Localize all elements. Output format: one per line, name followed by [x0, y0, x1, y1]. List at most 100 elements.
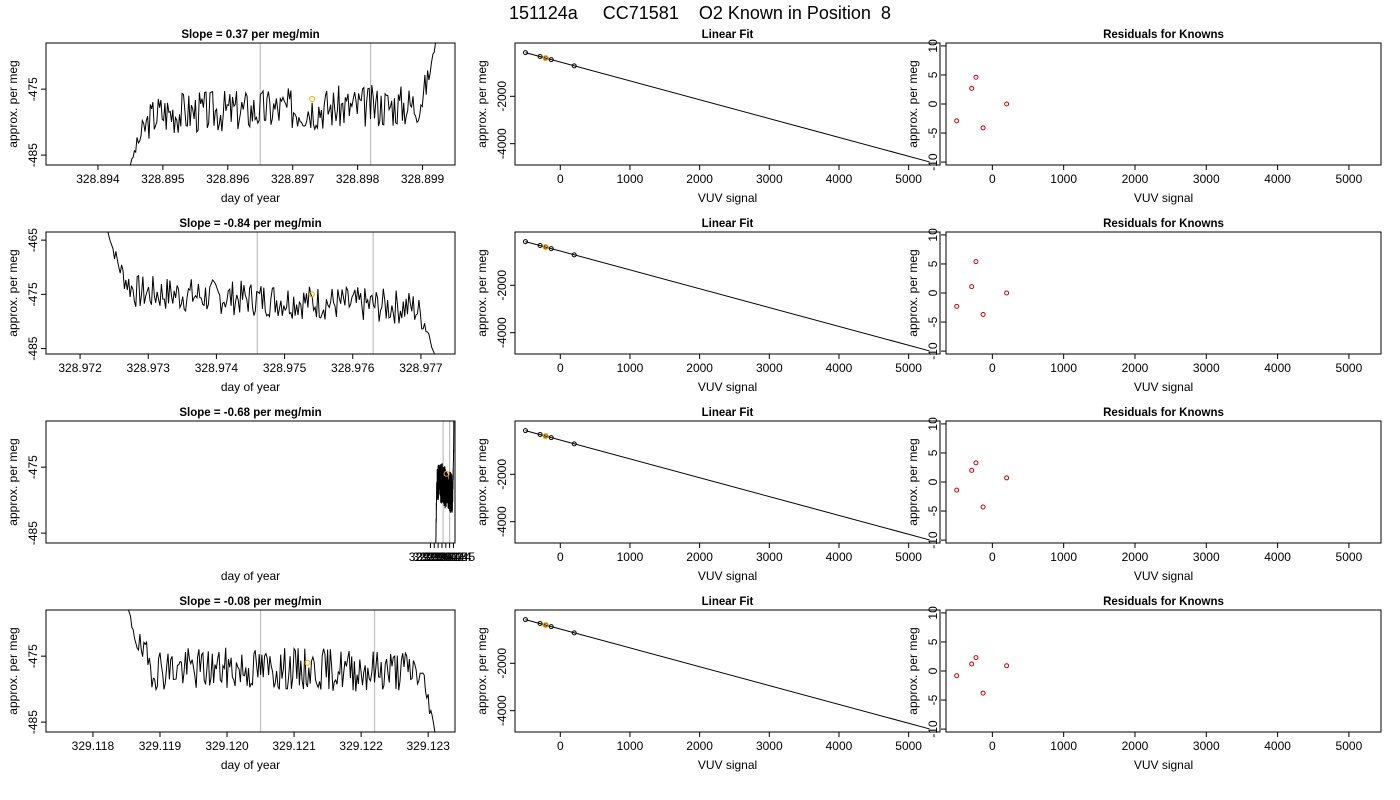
x-tick-label: 0: [557, 550, 564, 564]
x-tick-label: 1000: [617, 739, 644, 753]
highlight-point: [443, 470, 450, 477]
panel-title: Slope = -0.08 per meg/min: [179, 596, 321, 608]
x-tick-label: 3000: [756, 739, 783, 753]
x-tick-label: 1000: [1050, 550, 1077, 564]
plot-frame: [945, 231, 1382, 355]
plot-frame: [945, 609, 1382, 733]
data-point: [973, 259, 979, 265]
x-axis-label: day of year: [221, 569, 280, 583]
highlight-point: [542, 621, 549, 629]
plot-frame: [45, 609, 456, 733]
data-point: [969, 661, 975, 667]
data-point: [973, 74, 979, 80]
data-point: [1004, 475, 1010, 481]
x-tick-label: 4000: [826, 550, 853, 564]
panel-4-3: [941, 609, 1382, 737]
data-point: [537, 621, 543, 627]
y-tick-label: -465: [26, 228, 40, 252]
x-tick-label: 329.119: [139, 739, 182, 753]
x-tick-label: 328.977: [399, 361, 443, 375]
highlight-point: [542, 243, 549, 251]
data-point: [522, 239, 528, 245]
data-layer: [107, 232, 435, 354]
panel-3-2: [510, 420, 941, 548]
x-axis-label: day of year: [221, 380, 280, 394]
x-tick-label: 5000: [1336, 550, 1363, 564]
highlight-point: [542, 54, 549, 62]
x-axis-label: day of year: [221, 191, 280, 205]
data-point: [571, 63, 577, 69]
x-tick-label: 328.973: [127, 361, 171, 375]
data-layer: [522, 50, 930, 163]
y-tick-label: -485: [26, 143, 40, 167]
x-tick-label: 328.972: [58, 361, 102, 375]
x-axis-label: VUV signal: [698, 758, 757, 772]
y-tick-label: -5: [926, 316, 940, 327]
y-tick-label: 0: [926, 100, 940, 107]
x-tick-label: 1000: [617, 172, 644, 186]
y-tick-label: 5: [926, 638, 940, 645]
data-series-line: [129, 43, 436, 165]
x-tick-label: 2000: [1122, 550, 1149, 564]
plot-frame: [514, 231, 941, 355]
data-point: [954, 118, 960, 124]
data-point: [1004, 663, 1010, 669]
x-tick-label: 1000: [1050, 172, 1077, 186]
y-tick-label: -2000: [495, 81, 509, 112]
x-tick-label: 328.898: [336, 172, 380, 186]
x-tick-label: 1000: [1050, 739, 1077, 753]
y-tick-label: -2000: [495, 459, 509, 490]
x-tick-label: 329.041: [416, 550, 460, 564]
data-layer: [954, 655, 1010, 696]
y-tick-label: -5: [926, 127, 940, 138]
data-point: [1004, 290, 1010, 296]
data-point: [537, 243, 543, 249]
x-tick-label: 329.118: [72, 739, 115, 753]
x-axis-label: VUV signal: [1134, 380, 1193, 394]
y-axis-label: approx. per meg: [475, 60, 489, 147]
y-tick-label: -10: [926, 531, 940, 549]
data-layer: [522, 239, 930, 352]
x-tick-label: 328.897: [271, 172, 315, 186]
panel-3-1: [41, 420, 456, 548]
x-tick-label: 4000: [1264, 172, 1291, 186]
panel-title: Residuals for Knowns: [1103, 596, 1224, 608]
panel-2-1: [41, 231, 456, 359]
x-tick-label: 0: [989, 739, 996, 753]
y-tick-label: 10: [926, 228, 940, 242]
x-tick-label: 0: [989, 361, 996, 375]
data-point: [980, 690, 986, 696]
fit-line: [525, 241, 930, 352]
x-tick-label: 2000: [686, 550, 713, 564]
y-axis-label: approx. per meg: [475, 249, 489, 336]
x-tick-label: 329.122: [339, 739, 383, 753]
x-tick-label: 329.044: [428, 550, 472, 564]
panel-1-1: [41, 42, 456, 170]
x-tick-label: 328.899: [401, 172, 445, 186]
data-point: [548, 624, 554, 630]
x-tick-label: 4000: [1264, 550, 1291, 564]
x-tick-label: 329.123: [406, 739, 450, 753]
x-axis-label: VUV signal: [698, 569, 757, 583]
data-point: [973, 655, 979, 661]
plot-frame: [514, 609, 941, 733]
y-tick-label: -4000: [495, 317, 509, 348]
y-axis-label: approx. per meg: [906, 627, 920, 714]
y-tick-label: 5: [926, 71, 940, 78]
x-tick-label: 0: [989, 172, 996, 186]
x-tick-label: 2000: [1122, 361, 1149, 375]
panel-2-2: [510, 231, 941, 359]
y-tick-label: -10: [926, 153, 940, 171]
x-tick-label: 5000: [895, 739, 922, 753]
x-tick-label: 328.974: [195, 361, 239, 375]
highlight-point: [309, 96, 316, 103]
y-tick-label: -5: [926, 694, 940, 705]
x-tick-label: 1000: [617, 361, 644, 375]
x-tick-label: 329.120: [205, 739, 249, 753]
highlight-point: [542, 432, 549, 440]
y-tick-label: 10: [926, 39, 940, 53]
data-point: [522, 428, 528, 434]
y-tick-label: 0: [926, 667, 940, 674]
data-layer: [129, 43, 436, 165]
highlight-point: [308, 291, 315, 298]
